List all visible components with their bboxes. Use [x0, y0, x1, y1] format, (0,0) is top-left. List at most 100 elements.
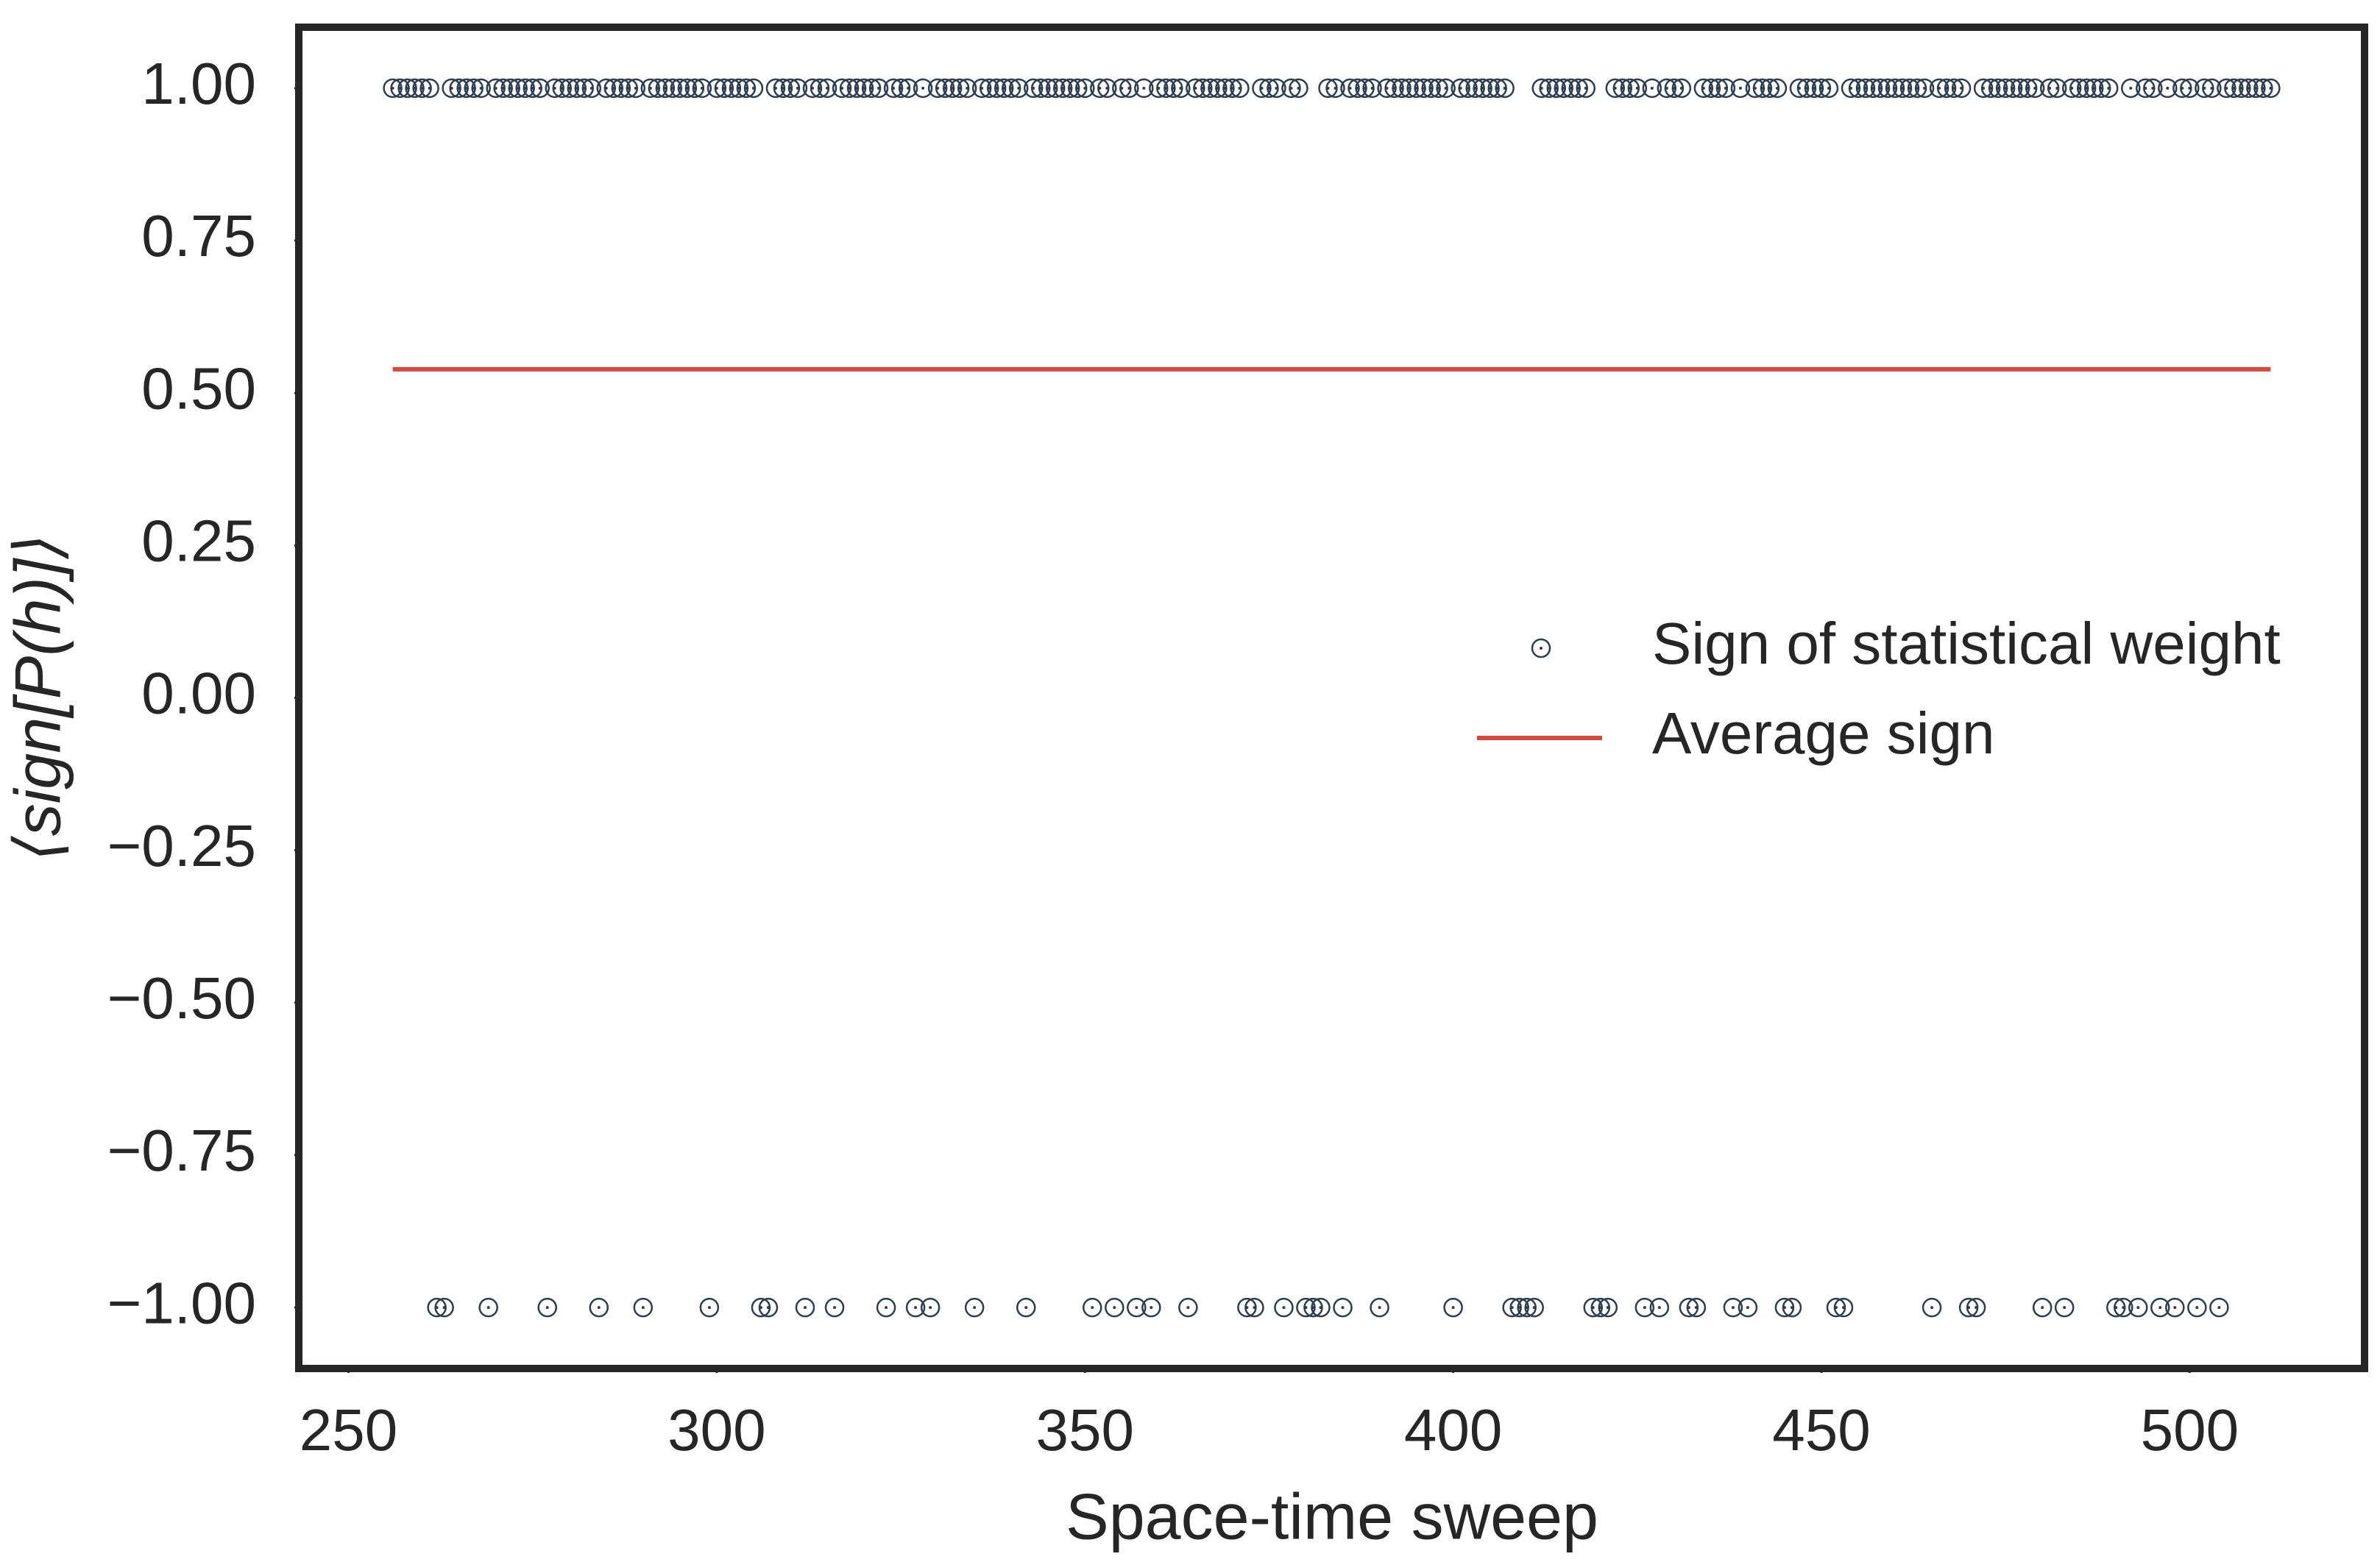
data-point-ring	[1105, 1297, 1125, 1318]
data-point-dot	[1930, 1306, 1934, 1310]
data-point-dot	[2188, 86, 2192, 90]
y-tick-label: 0.25	[141, 508, 256, 573]
data-point-ring	[1767, 78, 1788, 99]
data-point-ring	[2261, 78, 2281, 99]
legend-marker	[1531, 638, 1551, 658]
data-point-dot	[907, 86, 910, 90]
x-tick-label: 250	[300, 1397, 397, 1463]
data-point-dot	[796, 86, 799, 90]
data-point-dot	[1297, 86, 1300, 90]
data-point-dot	[833, 1306, 837, 1310]
data-point-dot	[803, 1306, 807, 1310]
data-point	[957, 78, 977, 99]
data-point-ring	[1576, 78, 1595, 99]
data-point-dot	[1635, 86, 1639, 90]
data-point-ring	[2143, 78, 2163, 99]
data-point-ring	[1097, 78, 1117, 99]
data-point-ring	[1730, 78, 1751, 99]
data-point	[1723, 1297, 1743, 1318]
data-point-dot	[641, 1306, 645, 1310]
x-axis-label: Space-time sweep	[1066, 1480, 1598, 1552]
data-point	[1914, 78, 1935, 99]
data-point	[905, 1297, 926, 1318]
data-point-ring	[581, 78, 602, 99]
data-point-dot	[1584, 86, 1587, 90]
data-point-dot	[1532, 1306, 1536, 1310]
data-point	[1966, 1297, 1986, 1318]
data-point-ring	[2158, 78, 2178, 99]
data-point	[633, 1297, 654, 1318]
data-point-ring	[964, 1297, 985, 1318]
data-point-dot	[1150, 1306, 1153, 1310]
data-point	[758, 1297, 779, 1318]
data-point	[1289, 78, 1308, 99]
data-point	[1782, 1297, 1802, 1318]
data-point-ring	[1598, 1297, 1618, 1318]
data-point-ring	[699, 1297, 720, 1318]
data-point-dot	[885, 1306, 888, 1310]
data-point-dot	[1746, 1306, 1749, 1310]
data-point-dot	[1923, 86, 1927, 90]
x-tick-label: 450	[1772, 1397, 1870, 1463]
data-point-dot	[2055, 86, 2059, 90]
data-point	[581, 78, 602, 99]
data-point	[2128, 1297, 2148, 1318]
data-point	[1333, 1297, 1353, 1318]
data-point-ring	[1325, 78, 1345, 99]
data-point-ring	[1833, 1297, 1854, 1318]
data-point-ring	[817, 78, 837, 99]
y-tick-label: −0.25	[107, 813, 256, 878]
data-point	[2121, 78, 2141, 99]
data-point-ring	[1127, 1297, 1147, 1318]
data-point-dot	[1451, 1306, 1455, 1310]
data-point-dot	[1503, 86, 1506, 90]
data-point-ring	[1495, 78, 1515, 99]
data-point	[876, 1297, 896, 1318]
data-point	[1730, 78, 1751, 99]
data-point	[1119, 78, 1139, 99]
data-point-dot	[1334, 86, 1337, 90]
data-point-dot	[751, 86, 755, 90]
data-point-dot	[589, 86, 593, 90]
data-point-ring	[633, 1297, 654, 1318]
data-point-ring	[758, 1297, 779, 1318]
data-point-dot	[826, 86, 829, 90]
data-point-ring	[1627, 78, 1648, 99]
data-point	[1325, 78, 1345, 99]
data-point-dot	[442, 1306, 446, 1310]
data-point	[2150, 1297, 2170, 1318]
data-point-ring	[1230, 78, 1250, 99]
data-point	[1818, 78, 1839, 99]
data-point-ring	[1362, 78, 1382, 99]
data-point-ring	[1244, 1297, 1264, 1318]
data-point	[471, 78, 491, 99]
data-point-dot	[2210, 86, 2214, 90]
data-point	[2187, 1297, 2207, 1318]
data-point-ring	[471, 78, 491, 99]
data-point	[1642, 78, 1662, 99]
data-point	[1576, 78, 1595, 99]
data-point-ring	[824, 1297, 845, 1318]
data-point-ring	[905, 1297, 926, 1318]
data-point-ring	[957, 78, 977, 99]
data-point-ring	[1333, 1297, 1353, 1318]
data-point	[1635, 1297, 1655, 1318]
data-point-dot	[545, 1306, 549, 1310]
legend-label: Sign of statistical weight	[1652, 611, 2281, 676]
data-point	[2209, 1297, 2229, 1318]
data-point-dot	[921, 86, 925, 90]
data-point	[2032, 1297, 2053, 1318]
data-point-dot	[1724, 86, 1727, 90]
data-point-dot	[1606, 1306, 1609, 1310]
data-point-dot	[1113, 1306, 1116, 1310]
data-point-dot	[479, 86, 483, 90]
data-point-dot	[1975, 1306, 1978, 1310]
data-point-dot	[914, 1306, 918, 1310]
data-point-dot	[1731, 1306, 1735, 1310]
data-point-ring	[2202, 78, 2222, 99]
data-point	[2143, 78, 2163, 99]
data-point-ring	[1818, 78, 1839, 99]
y-tick-label: 0.00	[141, 661, 256, 726]
plot-frame	[295, 24, 2368, 1372]
data-point-ring	[1738, 1297, 1758, 1318]
